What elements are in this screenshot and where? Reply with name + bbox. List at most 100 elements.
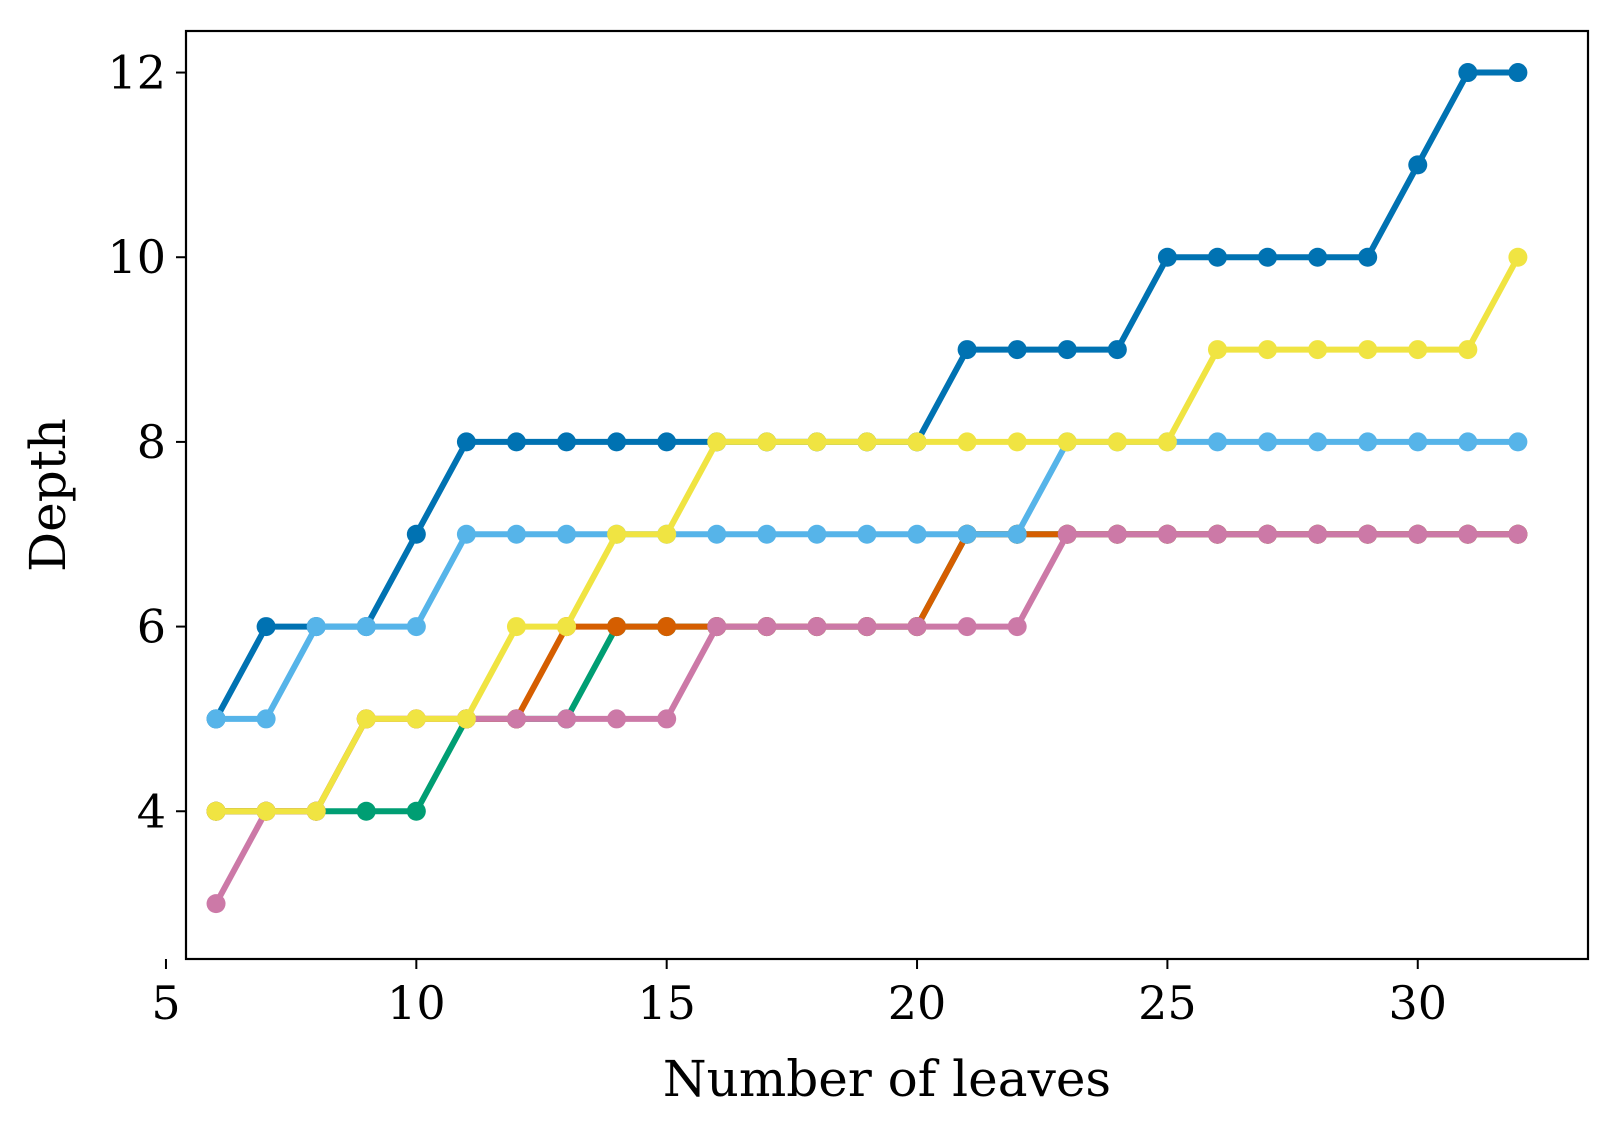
data-point — [356, 709, 376, 729]
data-point — [557, 524, 577, 544]
y-axis-ticks: 4 6 8 10 12 — [107, 46, 186, 838]
data-point — [1007, 432, 1027, 452]
data-point — [607, 524, 627, 544]
data-point — [456, 709, 476, 729]
data-point — [1358, 247, 1378, 267]
data-point — [406, 801, 426, 821]
data-point — [707, 524, 727, 544]
data-point — [1258, 524, 1278, 544]
data-point — [1258, 340, 1278, 360]
data-point — [456, 432, 476, 452]
data-point — [456, 524, 476, 544]
data-point — [1207, 247, 1227, 267]
x-tick-label: 15 — [637, 976, 696, 1030]
y-tick-label: 6 — [137, 600, 166, 654]
x-axis-ticks: 5 10 15 20 25 30 — [151, 959, 1447, 1030]
data-point — [1508, 524, 1528, 544]
data-point — [707, 432, 727, 452]
data-point — [657, 709, 677, 729]
data-point — [406, 617, 426, 637]
data-point — [1057, 524, 1077, 544]
data-point — [1308, 432, 1328, 452]
data-point — [1458, 432, 1478, 452]
data-point — [1408, 524, 1428, 544]
data-point — [757, 432, 777, 452]
x-axis-label: Number of leaves — [663, 1050, 1111, 1108]
data-point — [256, 801, 276, 821]
data-point — [406, 524, 426, 544]
data-point — [506, 524, 526, 544]
data-point — [1458, 340, 1478, 360]
data-point — [1007, 524, 1027, 544]
data-point — [907, 617, 927, 637]
data-point — [607, 709, 627, 729]
data-point — [1308, 247, 1328, 267]
data-point — [406, 709, 426, 729]
data-point — [1458, 524, 1478, 544]
data-point — [1308, 340, 1328, 360]
data-point — [557, 709, 577, 729]
data-point — [1358, 524, 1378, 544]
data-point — [557, 617, 577, 637]
x-tick-label: 20 — [888, 976, 947, 1030]
data-point — [306, 801, 326, 821]
data-point — [807, 617, 827, 637]
data-point — [1107, 524, 1127, 544]
data-point — [256, 617, 276, 637]
data-point — [1408, 432, 1428, 452]
y-tick-label: 8 — [137, 415, 166, 469]
data-point — [1157, 432, 1177, 452]
y-axis-label: Depth — [19, 418, 77, 572]
data-point — [1508, 247, 1528, 267]
data-point — [857, 617, 877, 637]
data-point — [907, 524, 927, 544]
data-point — [356, 617, 376, 637]
y-tick-label: 4 — [137, 784, 166, 838]
x-tick-label: 10 — [387, 976, 446, 1030]
data-point — [807, 432, 827, 452]
data-point — [757, 617, 777, 637]
data-point — [1057, 432, 1077, 452]
data-point — [1107, 340, 1127, 360]
data-point — [506, 617, 526, 637]
data-point — [1207, 340, 1227, 360]
plot-area-frame — [184, 29, 1590, 961]
data-point — [957, 432, 977, 452]
data-point — [256, 709, 276, 729]
data-point — [1358, 432, 1378, 452]
data-point — [607, 617, 627, 637]
data-point — [1358, 340, 1378, 360]
data-point — [607, 432, 627, 452]
data-point — [807, 524, 827, 544]
data-point — [1408, 155, 1428, 175]
data-point — [1207, 432, 1227, 452]
data-point — [356, 801, 376, 821]
data-point — [707, 617, 727, 637]
data-point — [557, 432, 577, 452]
data-point — [1157, 247, 1177, 267]
data-point — [757, 524, 777, 544]
data-point — [506, 709, 526, 729]
data-point — [1408, 340, 1428, 360]
data-point — [957, 617, 977, 637]
data-point — [1308, 524, 1328, 544]
data-point — [1107, 432, 1127, 452]
data-point — [1508, 63, 1528, 83]
data-point — [1057, 340, 1077, 360]
y-tick-label: 12 — [107, 46, 166, 100]
y-tick-label: 10 — [107, 230, 166, 284]
data-point — [1508, 432, 1528, 452]
data-point — [657, 524, 677, 544]
data-point — [1258, 247, 1278, 267]
data-point — [907, 432, 927, 452]
data-point — [1458, 63, 1478, 83]
series-6 — [206, 247, 1528, 821]
data-point — [657, 617, 677, 637]
data-point — [206, 894, 226, 914]
data-point — [1007, 340, 1027, 360]
data-point — [957, 340, 977, 360]
series-layer — [206, 63, 1528, 914]
data-point — [957, 524, 977, 544]
